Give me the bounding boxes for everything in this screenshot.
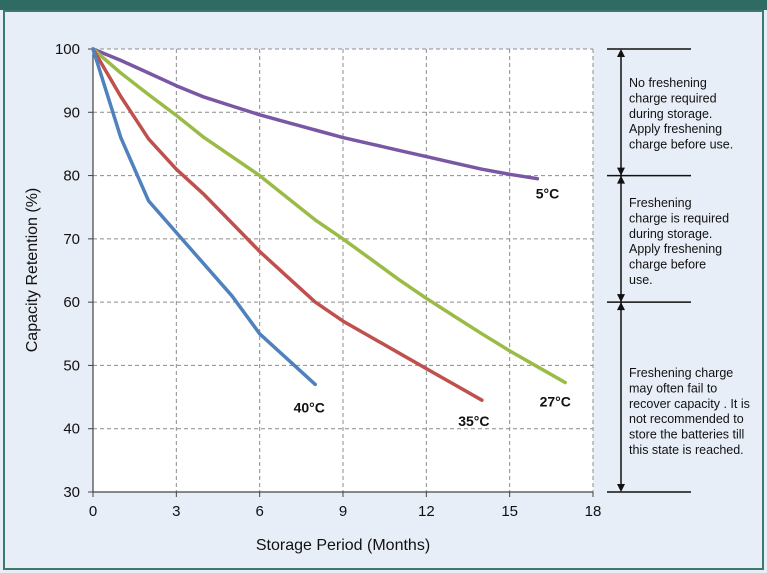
- arrowhead-icon: [617, 484, 625, 492]
- annotation-text-line: during storage.: [629, 227, 712, 241]
- y-tick-label: 50: [63, 357, 80, 374]
- series-label: 35°C: [458, 413, 489, 429]
- series-label: 40°C: [294, 399, 325, 415]
- annotation-text-line: No freshening: [629, 76, 707, 90]
- annotation-text-line: charge before use.: [629, 138, 733, 152]
- annotation-text-line: not recommended to: [629, 412, 744, 426]
- annotation-text-line: recover capacity . It is: [629, 397, 750, 411]
- annotation-text-line: during storage.: [629, 107, 712, 121]
- annotation-text-line: this state is reached.: [629, 443, 744, 457]
- annotation-text-line: Apply freshening: [629, 122, 722, 136]
- annotation-text-line: charge required: [629, 91, 717, 105]
- y-axis-label: Capacity Retention (%): [24, 188, 41, 353]
- x-tick-label: 3: [172, 503, 180, 520]
- arrowhead-icon: [617, 167, 625, 176]
- annotation-text-line: Freshening: [629, 196, 692, 210]
- chart-panel: 30 40 50 60 70 80 90 100 0 3 6 9 12 15 18 5°C 27°C 35°C 4…: [3, 10, 764, 570]
- y-tick-label: 90: [63, 104, 80, 121]
- series-group: 5°C 27°C 35°C 40°C: [91, 47, 571, 429]
- y-tick-label: 100: [55, 41, 80, 58]
- top-banner-strip: [0, 0, 767, 10]
- annotation-text-line: may often fail to: [629, 381, 717, 395]
- axes: 30 40 50 60 70 80 90 100 0 3 6 9 12 15 18: [55, 41, 601, 520]
- y-tick-label: 70: [63, 231, 80, 248]
- arrowhead-icon: [617, 302, 625, 311]
- series-label: 5°C: [536, 186, 560, 202]
- x-tick-label: 6: [255, 503, 263, 520]
- x-tick-label: 0: [89, 503, 97, 520]
- annotation-text-line: charge is required: [629, 211, 729, 225]
- annotation-text-line: store the batteries till: [629, 428, 744, 442]
- series-line-40c: [91, 47, 317, 387]
- capacity-retention-chart: 30 40 50 60 70 80 90 100 0 3 6 9 12 15 18 5°C 27°C 35°C 4…: [24, 41, 750, 554]
- annotation-text-line: Apply freshening: [629, 242, 722, 256]
- y-tick-label: 40: [63, 421, 80, 438]
- x-tick-label: 15: [501, 503, 518, 520]
- arrowhead-icon: [617, 175, 625, 184]
- x-tick-label: 9: [339, 503, 347, 520]
- series-label: 27°C: [540, 394, 571, 410]
- x-tick-label: 12: [418, 503, 435, 520]
- annotation-text-line: charge before: [629, 258, 706, 272]
- annotation-text-line: use.: [629, 273, 653, 287]
- arrowhead-icon: [617, 294, 625, 303]
- arrowhead-icon: [617, 49, 625, 57]
- x-tick-label: 18: [585, 503, 602, 520]
- y-tick-label: 60: [63, 294, 80, 311]
- annotation-text-line: Freshening charge: [629, 366, 733, 380]
- series-line-35c: [91, 47, 484, 402]
- series-line-5c: [91, 47, 540, 181]
- y-tick-label: 30: [63, 484, 80, 501]
- series-line-27c: [91, 47, 567, 385]
- x-axis-label: Storage Period (Months): [256, 537, 430, 554]
- y-tick-label: 80: [63, 168, 80, 185]
